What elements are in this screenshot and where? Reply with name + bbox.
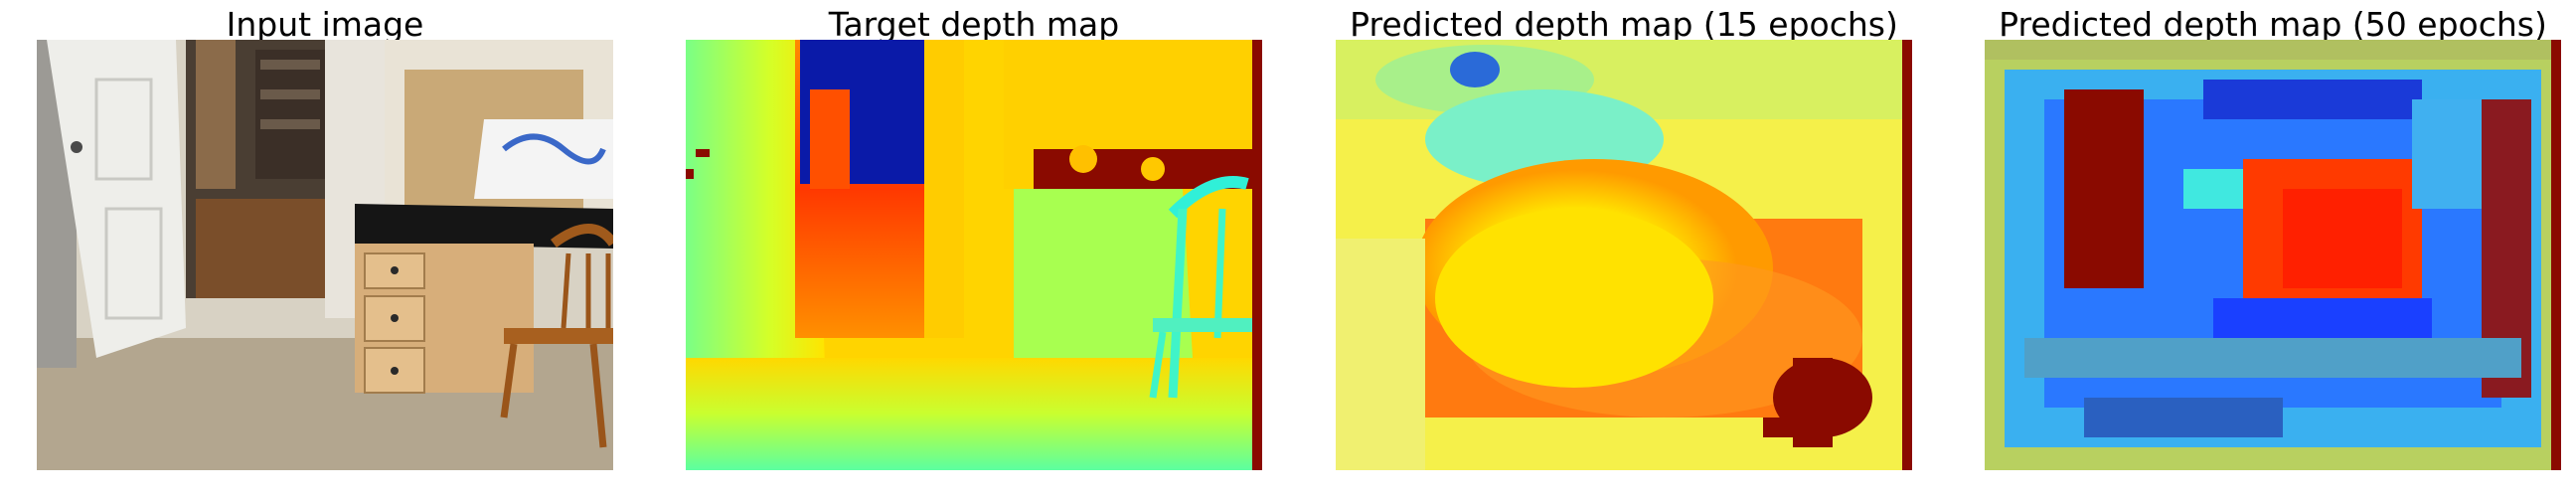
panel-predicted-15-epochs: Predicted depth map (15 epochs)	[1336, 0, 1912, 501]
panel-title: Predicted depth map (50 epochs)	[1999, 5, 2547, 44]
panel-predicted-50-epochs: Predicted depth map (50 epochs)	[1985, 0, 2561, 501]
predicted-15-epochs-image	[1336, 40, 1912, 470]
panel-title: Predicted depth map (15 epochs)	[1350, 5, 1898, 44]
input-image	[37, 40, 613, 470]
target-depth-map-image	[686, 40, 1262, 470]
panel-title: Input image	[226, 5, 424, 44]
panel-input-image: Input image	[37, 0, 613, 501]
predicted-50-epochs-image	[1985, 40, 2561, 470]
panel-title: Target depth map	[828, 5, 1120, 44]
panel-target-depth-map: Target depth map	[686, 0, 1262, 501]
